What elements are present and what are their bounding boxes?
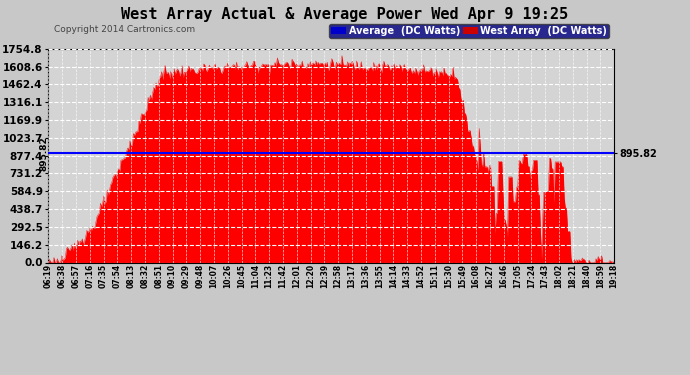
Text: 895.82: 895.82 [39,136,48,171]
Text: Copyright 2014 Cartronics.com: Copyright 2014 Cartronics.com [54,25,195,34]
Text: West Array Actual & Average Power Wed Apr 9 19:25: West Array Actual & Average Power Wed Ap… [121,8,569,22]
Legend: Average  (DC Watts), West Array  (DC Watts): Average (DC Watts), West Array (DC Watts… [329,24,609,38]
